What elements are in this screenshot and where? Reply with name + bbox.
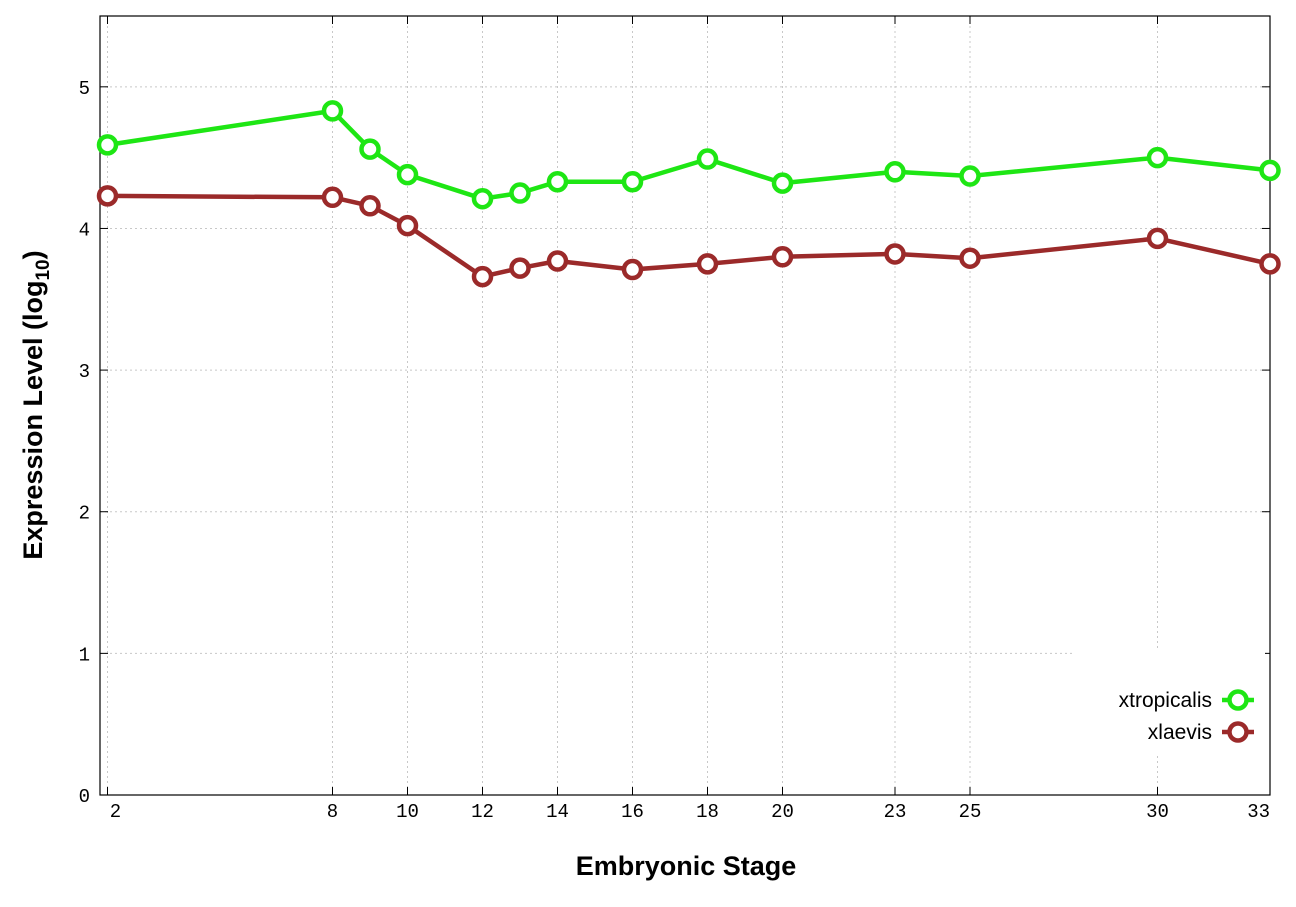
legend-marker-xlaevis (1227, 721, 1249, 743)
series-layer (96, 100, 1281, 288)
data-point-xlaevis (1146, 227, 1169, 250)
data-point-xlaevis (321, 186, 344, 209)
data-point-xlaevis (546, 250, 569, 272)
y-tick-label: 2 (79, 503, 90, 525)
data-point-xtropicalis (321, 100, 344, 122)
data-point-xlaevis (396, 214, 419, 237)
legend: xtropicalis xlaevis (1075, 650, 1265, 754)
y-axis-title-main: Expression Level (log (18, 281, 48, 560)
series-xtropicalis (96, 100, 1281, 210)
data-point-xtropicalis (771, 172, 794, 194)
legend-marker-xtropicalis (1227, 689, 1249, 711)
data-point-xtropicalis (621, 170, 644, 193)
data-point-xlaevis (96, 185, 119, 207)
data-point-xlaevis (771, 246, 794, 268)
x-tick-label: 25 (959, 801, 982, 823)
data-point-xtropicalis (884, 161, 906, 183)
series-line-xtropicalis (107, 108, 1271, 201)
x-tick-label: 10 (396, 801, 419, 823)
data-point-xtropicalis (509, 182, 531, 204)
data-point-xlaevis (471, 265, 494, 288)
data-point-xtropicalis (1259, 159, 1281, 182)
data-point-xtropicalis (696, 148, 719, 170)
y-tick-label: 1 (79, 644, 90, 666)
data-point-xlaevis (696, 253, 719, 275)
legend-label-xlaevis: xlaevis (1148, 721, 1212, 744)
x-tick-label: 12 (471, 801, 494, 823)
data-point-xtropicalis (471, 187, 494, 210)
data-point-xlaevis (1259, 253, 1281, 275)
y-axis-title-subscript: 10 (33, 259, 54, 280)
x-tick-label: 33 (1247, 801, 1270, 823)
y-axis-title: Expression Level (log10) (18, 250, 54, 559)
x-tick-labels: 2 8 10 12 14 16 18 20 23 25 30 33 (110, 801, 1270, 823)
data-point-xtropicalis (359, 138, 381, 160)
y-tick-labels: 0 1 2 3 4 5 (79, 78, 90, 808)
x-tick-label: 20 (771, 801, 794, 823)
y-tick-label: 4 (79, 219, 90, 241)
y-tick-label: 0 (79, 786, 90, 808)
legend-label-xtropicalis: xtropicalis (1119, 689, 1212, 712)
data-point-xtropicalis (396, 163, 419, 186)
data-point-xtropicalis (1146, 146, 1169, 169)
data-point-xlaevis (959, 247, 981, 269)
x-tick-label: 18 (696, 801, 719, 823)
y-tick-label: 5 (79, 78, 90, 100)
data-point-xtropicalis (96, 134, 119, 156)
y-axis-title-suffix: ) (18, 250, 48, 259)
plot-frame (99, 15, 1271, 796)
x-axis-title: Embryonic Stage (576, 851, 797, 881)
data-point-xtropicalis (959, 165, 981, 187)
data-point-xtropicalis (546, 170, 569, 193)
x-tick-label: 8 (327, 801, 338, 823)
x-tick-label: 30 (1146, 801, 1169, 823)
x-tick-label: 16 (621, 801, 644, 823)
data-point-xlaevis (509, 257, 531, 279)
axis-ticks (100, 16, 1271, 796)
data-point-xlaevis (884, 243, 906, 265)
x-tick-label: 2 (110, 801, 121, 823)
x-tick-label: 14 (546, 801, 569, 823)
series-line-xlaevis (107, 193, 1271, 279)
data-point-xlaevis (621, 258, 644, 281)
data-point-xlaevis (359, 195, 381, 217)
y-tick-label: 3 (79, 361, 90, 383)
x-tick-label: 23 (884, 801, 907, 823)
series-xlaevis (96, 185, 1281, 288)
